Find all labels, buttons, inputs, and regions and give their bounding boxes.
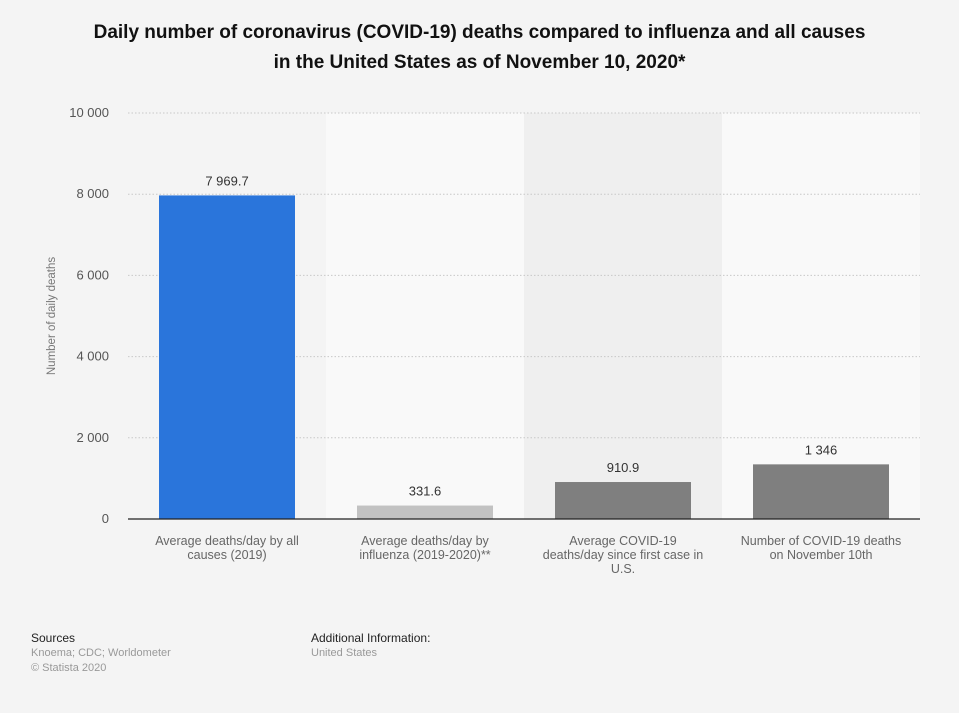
additional-info-heading: Additional Information: xyxy=(311,631,431,645)
y-tick-label: 2 000 xyxy=(76,430,109,445)
bar xyxy=(357,505,493,519)
category-band xyxy=(326,113,524,519)
bar xyxy=(555,482,691,519)
x-tick-label: Number of COVID-19 deaths xyxy=(741,534,902,548)
x-tick-label: Average deaths/day by all xyxy=(155,534,299,548)
data-label: 910.9 xyxy=(607,460,640,475)
data-label: 1 346 xyxy=(805,442,838,457)
y-tick-label: 6 000 xyxy=(76,267,109,282)
additional-info-block: Additional Information: United States xyxy=(311,630,430,661)
y-tick-label: 0 xyxy=(102,511,109,526)
y-tick-label: 10 000 xyxy=(69,105,109,120)
data-label: 331.6 xyxy=(409,484,442,499)
x-tick-label: U.S. xyxy=(611,562,635,576)
chart-title-line-1: Daily number of coronavirus (COVID-19) d… xyxy=(93,22,866,43)
copyright-text: © Statista 2020 xyxy=(31,662,107,674)
bar xyxy=(159,195,295,519)
y-axis-label: Number of daily deaths xyxy=(46,257,58,376)
sources-text[interactable]: Knoema; CDC; Worldometer xyxy=(31,647,171,659)
x-tick-label: Average COVID-19 xyxy=(569,534,677,548)
x-tick-label: deaths/day since first case in xyxy=(543,548,704,562)
y-tick-label: 8 000 xyxy=(76,186,109,201)
data-label: 7 969.7 xyxy=(205,173,248,188)
x-tick-label: influenza (2019-2020)** xyxy=(359,548,490,562)
chart-title: Daily number of coronavirus (COVID-19) d… xyxy=(0,18,959,78)
y-tick-label: 4 000 xyxy=(76,349,109,364)
category-band xyxy=(722,113,920,519)
sources-heading: Sources xyxy=(31,631,76,645)
category-band xyxy=(524,113,722,519)
x-tick-label: on November 10th xyxy=(770,548,873,562)
additional-info-text: United States xyxy=(311,647,378,659)
bar xyxy=(753,464,889,519)
x-tick-label: causes (2019) xyxy=(187,548,266,562)
x-tick-label: Average deaths/day by xyxy=(361,534,489,548)
chart-title-line-2: in the United States as of November 10, … xyxy=(273,52,686,73)
sources-block: Sources Knoema; CDC; Worldometer © Stati… xyxy=(31,630,171,676)
